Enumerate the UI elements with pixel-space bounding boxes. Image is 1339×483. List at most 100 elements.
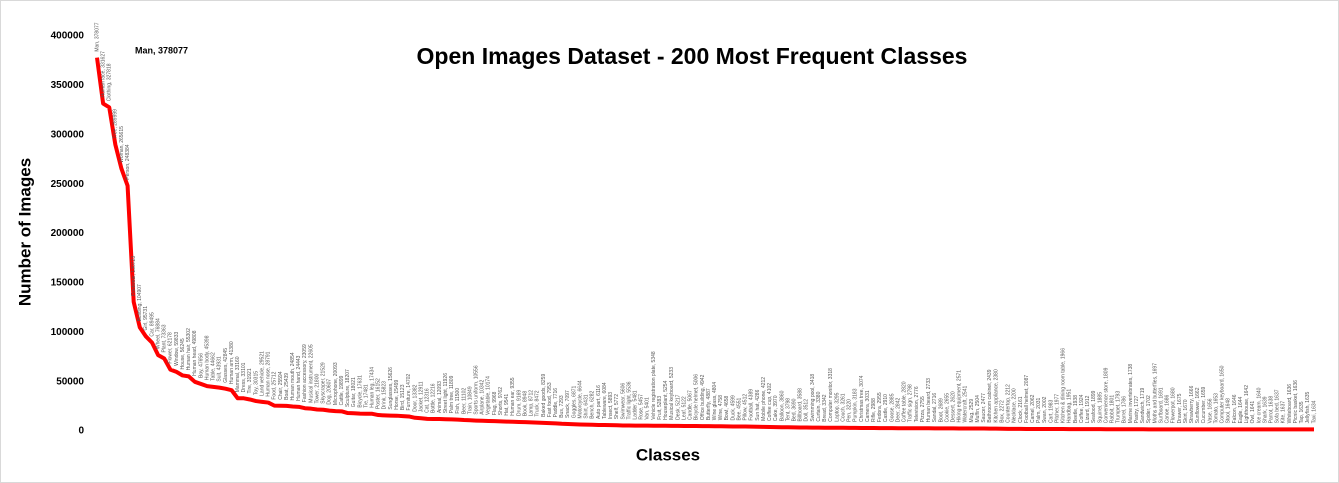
value-label: Television, 2776 <box>914 386 920 422</box>
y-tick-label: 250000 <box>51 179 85 190</box>
value-label: Street light, 11926 <box>443 373 449 413</box>
value-label: Boat, 25439 <box>284 373 290 400</box>
value-label: Squirrel, 1885 <box>1097 392 1103 423</box>
value-label: Vase, 1656 <box>1207 398 1213 423</box>
value-label: Chair, 25594 <box>278 371 284 400</box>
value-label: Stool, 1648 <box>1226 398 1232 424</box>
value-label: Shark, 1639 <box>1262 396 1268 423</box>
value-label: Food, 25712 <box>272 371 278 399</box>
value-label: Airplane, 10342 <box>480 380 486 415</box>
value-label: Lamp, 8712 <box>529 390 535 417</box>
value-label: Guitar, 18021 <box>351 377 357 407</box>
value-label: Jellyfish, 1635 <box>1305 391 1311 423</box>
y-tick-label: 100000 <box>51 327 85 338</box>
value-label: Tie, 17481 <box>363 384 369 408</box>
value-label: Coffee, 1924 <box>1079 394 1085 423</box>
value-label: Sculpture, 18207 <box>345 369 351 407</box>
value-label: Kite, 1637 <box>1281 401 1287 424</box>
value-label: Person, 248384 <box>125 144 131 180</box>
value-label: Couch, 3261 <box>840 393 846 422</box>
value-label: Vegetable, 10174 <box>486 376 492 415</box>
value-label: Musical keyboard, 5233 <box>669 367 675 420</box>
value-label: Goggles, 6871 <box>571 385 577 418</box>
value-label: Glasses, 42845 <box>223 348 229 383</box>
value-label: Human head, 49808 <box>192 330 198 376</box>
value-label: Barrel, 1786 <box>1122 396 1128 423</box>
value-label: Box, 2272 <box>999 400 1005 423</box>
y-tick-label: 400000 <box>51 31 85 42</box>
value-label: Palm tree, 11809 <box>449 375 455 413</box>
value-label: Tire, 31921 <box>247 368 253 393</box>
value-label: Billboard, 3588 <box>798 388 804 422</box>
value-label: Computer monitor, 3318 <box>828 368 834 422</box>
value-label: Table, 44662 <box>211 352 217 381</box>
value-label: Beetle, 1938 <box>1073 395 1079 423</box>
value-label: Office building, 4942 <box>700 374 706 420</box>
value-label: Leaf, 5122 <box>681 396 687 420</box>
value-label: Train, 10849 <box>467 386 473 414</box>
value-label: Human body, 45398 <box>204 335 210 380</box>
value-label: Cattle, 19899 <box>339 375 345 405</box>
value-label: Balloon, 3860 <box>779 390 785 421</box>
value-label: Butterfly, 4887 <box>706 388 712 420</box>
value-label: Tap, 1635 <box>1299 401 1305 423</box>
value-label: Musical instrument, 22605 <box>308 344 314 403</box>
value-label: Candle, 5067 <box>688 390 694 420</box>
value-label: Mammal, 33160 <box>235 356 241 392</box>
value-label: Horse, 15499 <box>394 379 400 409</box>
value-label: Trumpet, 1793 <box>1116 391 1122 424</box>
value-label: Lighthouse, 1642 <box>1244 385 1250 424</box>
value-label: Tower, 21800 <box>314 374 320 404</box>
value-label: Sofa bed, 1637 <box>1275 389 1281 423</box>
value-label: Sun hat, 4286 <box>755 389 761 420</box>
y-tick-label: 200000 <box>51 228 85 239</box>
value-label: Fedora, 2955 <box>877 392 883 422</box>
value-label: Furniture, 14702 <box>406 374 412 411</box>
value-label: Convenience store, 1809 <box>1103 367 1109 423</box>
value-label: Falcon, 1646 <box>1232 394 1238 423</box>
value-label: Curtain, 3380 <box>816 391 822 421</box>
value-label: Computer keyboard, 1650 <box>1220 365 1226 423</box>
value-label: Bicycle helmet, 5006 <box>694 374 700 420</box>
value-label: Pastry, 1727 <box>1134 395 1140 423</box>
value-label: Hiking equipment, 2571 <box>957 370 963 423</box>
value-label: Dessert, 2620 <box>951 391 957 422</box>
value-label: Fruit, 5283 <box>657 396 663 420</box>
value-label: Bee, 4551 <box>736 397 742 420</box>
value-label: Flowerpot, 1680 <box>1171 387 1177 423</box>
value-label: Coffee table, 2820 <box>902 381 908 422</box>
value-label: Drink, 15823 <box>382 381 388 410</box>
value-label: Goose, 2885 <box>889 393 895 422</box>
value-label: Door, 13382 <box>412 384 418 411</box>
value-label: Flag, 9968 <box>492 391 498 415</box>
value-label: Eagle, 1644 <box>1238 396 1244 423</box>
value-label: Traffic light, 5536 <box>626 381 632 419</box>
value-label: Marine invertebrates, 1738 <box>1128 364 1134 424</box>
value-label: Woman, 265615 <box>119 126 125 163</box>
y-tick-label: 0 <box>78 426 84 437</box>
value-label: Boy, 47656 <box>198 353 204 378</box>
value-label: Flower, 62178 <box>168 332 174 364</box>
value-label: Taxi, 1634 <box>1311 400 1317 423</box>
value-label: Tent, 3798 <box>785 398 791 422</box>
annotation: Man, 378077 <box>135 45 188 55</box>
value-label: Countertop, 2212 <box>1006 384 1012 423</box>
value-label: Kitchen & dining room table, 1966 <box>1061 348 1067 423</box>
value-label: Swimming pool, 3418 <box>810 374 816 422</box>
value-label: Human nose, 28791 <box>266 351 272 396</box>
value-label: Human beard, 2733 <box>926 378 932 422</box>
value-label: Saucer, 2477 <box>981 393 987 423</box>
value-label: Football helmet, 2087 <box>1024 375 1030 423</box>
value-label: Camel, 2062 <box>1030 394 1036 423</box>
value-label: Bicycle, 17631 <box>357 375 363 408</box>
value-label: Camera, 3031 <box>865 390 871 422</box>
value-label: Book, 8948 <box>522 391 528 417</box>
value-label: Laptop, 3295 <box>834 392 840 421</box>
value-label: Strawberry, 1666 <box>1189 385 1195 423</box>
value-label: Cat, 12316 <box>425 388 431 413</box>
value-label: Deer, 2842 <box>895 398 901 423</box>
value-label: Human leg, 17434 <box>370 367 376 408</box>
data-line <box>95 57 1314 432</box>
